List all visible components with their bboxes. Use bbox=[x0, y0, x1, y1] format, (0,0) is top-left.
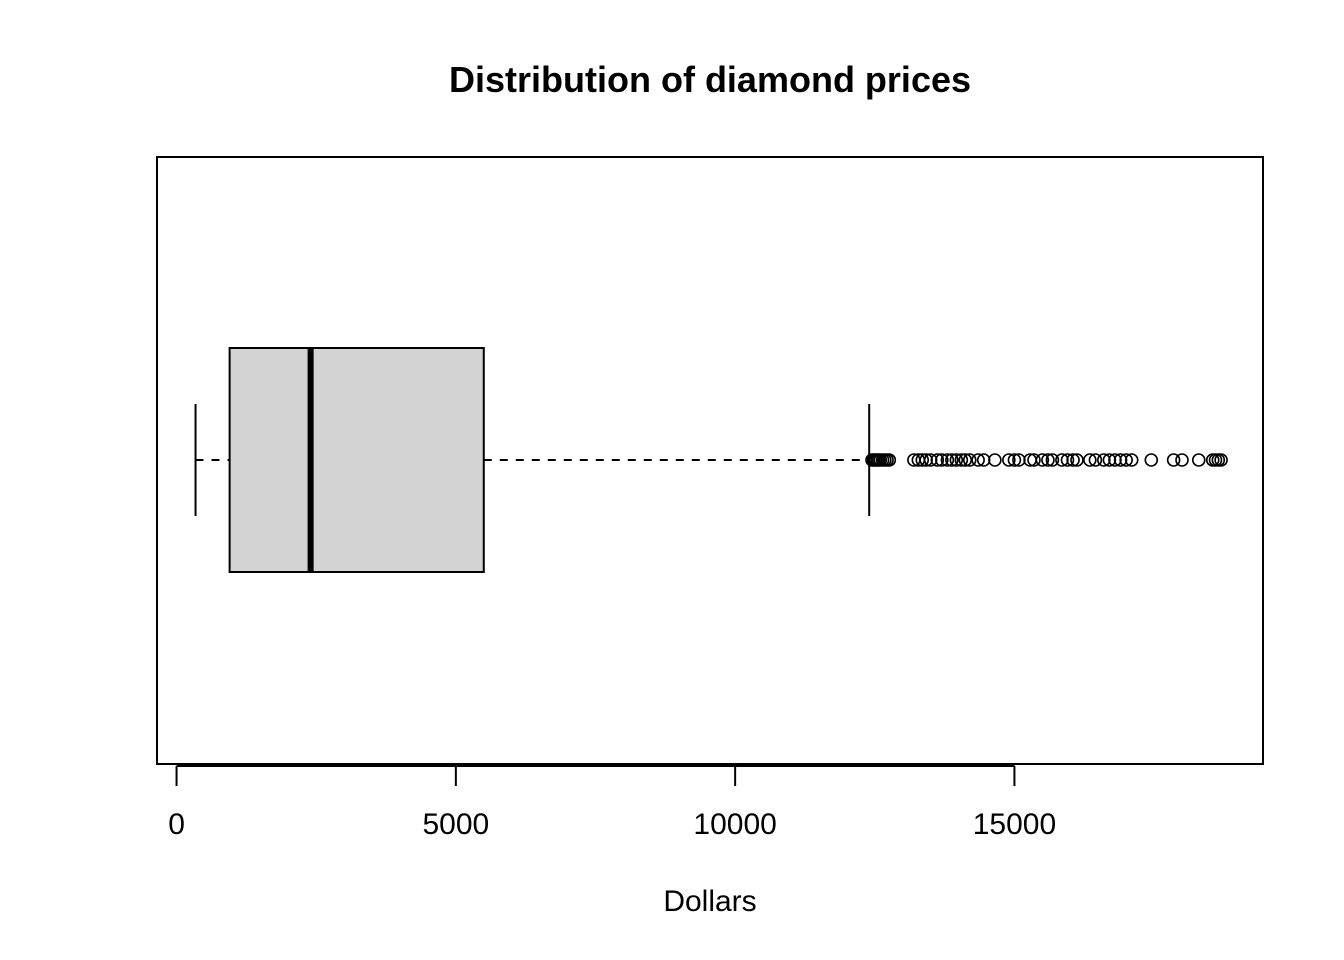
outlier-point bbox=[1108, 453, 1122, 467]
x-axis: 0 5000 10000 15000 bbox=[168, 765, 1056, 841]
outlier-point bbox=[1144, 453, 1159, 467]
x-tick-label: 15000 bbox=[973, 808, 1056, 841]
outlier-point bbox=[1041, 453, 1055, 467]
outlier-point bbox=[1066, 453, 1080, 467]
outlier-point bbox=[1007, 453, 1022, 467]
outlier-point bbox=[1113, 453, 1128, 467]
chart-marks bbox=[194, 347, 1228, 573]
x-tick-label: 0 bbox=[168, 808, 185, 841]
outlier-point bbox=[1088, 453, 1103, 467]
x-tick-label: 10000 bbox=[693, 808, 776, 841]
outlier-point bbox=[930, 453, 945, 467]
outlier-point bbox=[1119, 453, 1133, 467]
outlier-point bbox=[1002, 453, 1016, 467]
outlier-point bbox=[1214, 453, 1228, 467]
outlier-point bbox=[971, 453, 985, 467]
x-tick-label: 5000 bbox=[422, 808, 489, 841]
outlier-point bbox=[1166, 453, 1181, 467]
outlier-point bbox=[1191, 453, 1206, 467]
outlier-point bbox=[1045, 453, 1060, 467]
plot-frame bbox=[156, 156, 1264, 765]
outlier-point bbox=[962, 453, 977, 467]
outlier-point bbox=[949, 453, 964, 467]
outlier-point bbox=[915, 453, 930, 467]
outlier-point bbox=[1012, 453, 1026, 467]
outlier-point bbox=[1070, 453, 1084, 467]
iqr-box bbox=[228, 347, 485, 573]
outlier-point bbox=[958, 453, 973, 467]
outlier-point bbox=[882, 453, 897, 467]
outlier-point bbox=[1175, 453, 1189, 467]
outlier-point bbox=[1055, 453, 1069, 467]
outlier-point bbox=[1035, 453, 1050, 467]
outlier-point bbox=[919, 453, 933, 467]
outlier-point bbox=[935, 453, 949, 467]
outlier-point bbox=[1124, 453, 1139, 467]
outlier-point bbox=[923, 453, 938, 467]
outlier-point bbox=[988, 453, 1002, 467]
outlier-point bbox=[1060, 453, 1075, 467]
outlier-point bbox=[945, 453, 959, 467]
x-axis-label: Dollars bbox=[663, 885, 756, 918]
chart-title: Distribution of diamond prices bbox=[449, 59, 971, 100]
outlier-point bbox=[1097, 453, 1111, 467]
outlier-point bbox=[1027, 453, 1041, 467]
outlier-point bbox=[954, 453, 969, 467]
outlier-point bbox=[976, 453, 991, 467]
outlier-point bbox=[1102, 453, 1117, 467]
outlier-point bbox=[1083, 453, 1097, 467]
outlier-point bbox=[940, 453, 955, 467]
